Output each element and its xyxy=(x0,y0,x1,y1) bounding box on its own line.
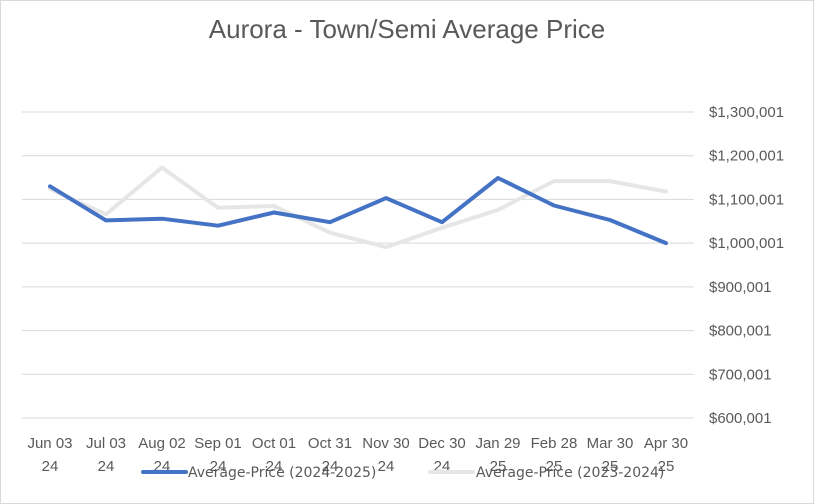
y-tick-label: $800,001 xyxy=(709,323,772,340)
x-tick-label: Sep 01 24 xyxy=(194,435,242,475)
gridlines xyxy=(22,111,694,419)
x-tick-label: Nov 30 24 xyxy=(362,435,410,475)
x-tick-label: Apr 30 25 xyxy=(644,435,688,475)
y-tick-label: $600,001 xyxy=(709,410,772,427)
legend-label: Average-Price (2024-2025) xyxy=(188,465,376,481)
y-tick-label: $1,000,001 xyxy=(709,235,784,252)
y-tick-label: $900,001 xyxy=(709,279,772,296)
x-tick-label: Jun 03 24 xyxy=(27,435,72,475)
x-tick-label: Oct 31 24 xyxy=(308,435,352,475)
chart-title: Aurora - Town/Semi Average Price xyxy=(208,14,606,44)
y-tick-label: $1,300,001 xyxy=(709,104,784,121)
y-axis-ticks: $1,300,001 $1,200,001 $1,100,001 $1,000,001… xyxy=(709,104,784,427)
x-tick-label: Dec 30 24 xyxy=(418,435,466,475)
x-tick-label: Mar 30 25 xyxy=(587,435,634,475)
legend: Average-Price (2024-2025) Average-Price (… xyxy=(141,465,664,481)
x-tick-label: Jul 03 24 xyxy=(86,435,126,475)
legend-label: Average-Price (2023-2024) xyxy=(476,465,664,481)
x-tick-label: Aug 02 24 xyxy=(138,435,186,475)
x-tick-label: Jan 29 25 xyxy=(475,435,520,475)
y-tick-label: $1,100,001 xyxy=(709,191,784,208)
x-tick-label: Feb 28 25 xyxy=(531,435,578,475)
series-line-2023-2024 xyxy=(48,165,668,250)
y-tick-label: $1,200,001 xyxy=(709,148,784,165)
x-tick-label: Oct 01 24 xyxy=(252,435,296,475)
series-line-2024-2025 xyxy=(48,176,668,246)
y-tick-label: $700,001 xyxy=(709,366,772,383)
series-lines xyxy=(48,165,668,250)
